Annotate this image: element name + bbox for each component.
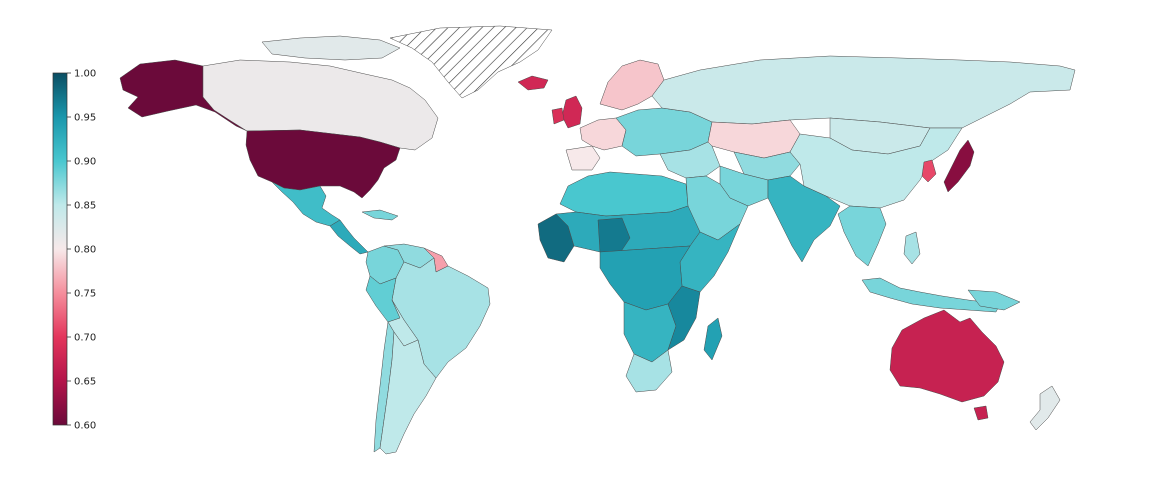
region-madagascar xyxy=(703,317,723,361)
region-kazakhstan xyxy=(707,119,801,159)
region-iceland xyxy=(517,75,549,91)
region-alaska xyxy=(119,59,248,132)
colorbar: 1.00 0.95 0.90 0.85 0.80 0.75 0.70 0.65 0.60 xyxy=(52,69,96,432)
colorbar-ticks: 1.00 0.95 0.90 0.85 0.80 0.75 0.70 0.65 0.60 xyxy=(67,69,96,432)
region-mexico xyxy=(271,181,341,227)
colorbar-tick-label: 0.95 xyxy=(74,113,96,124)
colorbar-tick-label: 0.60 xyxy=(74,421,96,432)
region-scandinavia xyxy=(599,59,665,111)
region-western-europe xyxy=(579,117,627,151)
region-uk xyxy=(561,95,583,129)
region-cuba xyxy=(361,209,399,221)
region-new-zealand xyxy=(1029,385,1061,431)
colorbar-tick-label: 1.00 xyxy=(74,69,96,80)
colorbar-tick-label: 0.80 xyxy=(74,245,96,256)
region-usa xyxy=(245,129,401,199)
region-argentina xyxy=(379,331,437,455)
colorbar-tick-label: 0.70 xyxy=(74,333,96,344)
land-masses xyxy=(119,25,1076,455)
region-japan xyxy=(943,139,975,193)
region-central-america xyxy=(329,219,369,255)
region-korea xyxy=(921,159,937,183)
region-north-africa xyxy=(559,171,689,217)
region-south-africa xyxy=(625,349,673,393)
colorbar-tick-label: 0.65 xyxy=(74,377,96,388)
region-russia xyxy=(651,55,1076,129)
region-ireland xyxy=(551,107,565,125)
colorbar-tick-label: 0.75 xyxy=(74,289,96,300)
region-india xyxy=(767,175,841,263)
colorbar-gradient xyxy=(52,72,68,426)
region-new-guinea xyxy=(967,289,1021,311)
region-canada xyxy=(202,59,439,151)
region-philippines xyxy=(903,231,921,265)
region-greenland xyxy=(389,25,553,99)
region-spain xyxy=(565,145,601,171)
region-southeast-asia xyxy=(837,205,887,267)
colorbar-tick-label: 0.85 xyxy=(74,201,96,212)
region-nigeria-niger xyxy=(597,217,631,257)
colorbar-tick-label: 0.90 xyxy=(74,157,96,168)
region-tasmania xyxy=(973,405,989,421)
region-canada-arctic xyxy=(261,35,401,61)
region-mozambique xyxy=(667,285,701,351)
region-australia xyxy=(889,309,1005,403)
